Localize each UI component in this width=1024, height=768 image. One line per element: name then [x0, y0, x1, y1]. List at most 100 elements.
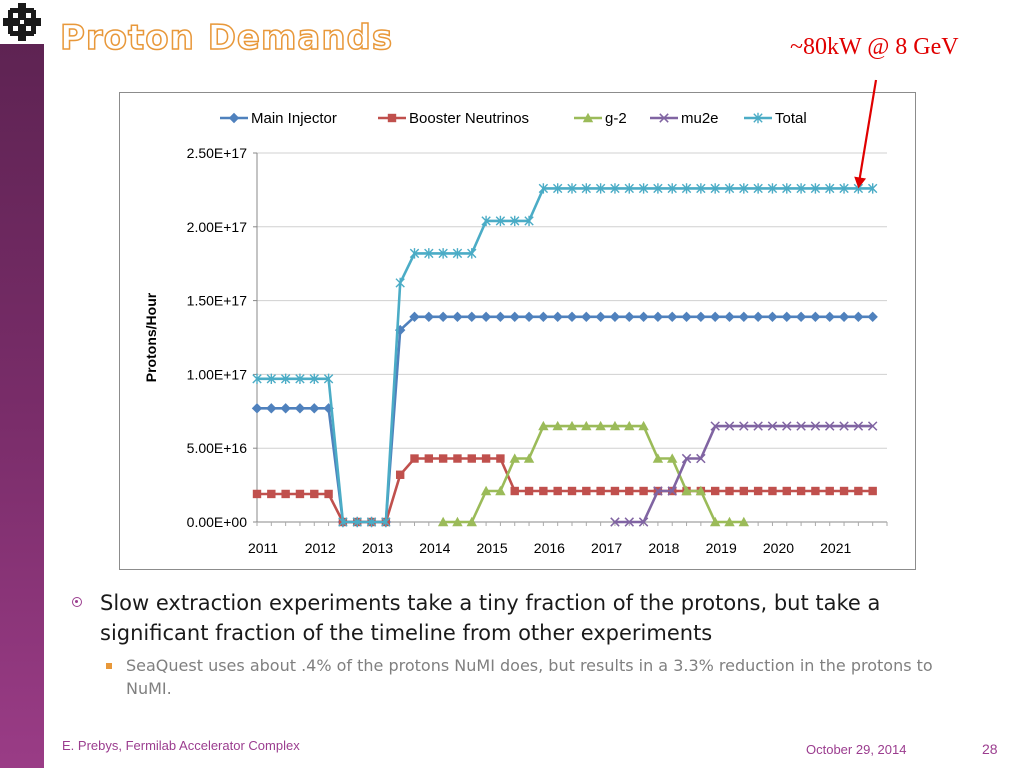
- data-point: [625, 486, 634, 496]
- data-point: [252, 489, 262, 499]
- data-point: [266, 403, 277, 414]
- data-point: [696, 453, 706, 464]
- data-point: [782, 486, 791, 496]
- data-point: [638, 183, 649, 194]
- data-point: [868, 486, 877, 496]
- data-point: [581, 183, 592, 194]
- data-point: [523, 311, 535, 323]
- data-point: [309, 373, 319, 385]
- data-point: [480, 485, 492, 496]
- bullet-text: Slow extraction experiments take a tiny …: [100, 591, 881, 645]
- bullet-square-icon: [106, 663, 112, 669]
- data-point: [523, 453, 535, 463]
- data-point: [667, 486, 677, 496]
- data-point: [295, 489, 305, 499]
- data-point: [410, 454, 419, 463]
- data-point: [595, 183, 606, 194]
- data-point: [738, 311, 750, 323]
- footer-date: October 29, 2014: [806, 742, 907, 757]
- data-point: [538, 420, 549, 431]
- data-point: [681, 453, 692, 464]
- y-axis-label: Protons/Hour: [143, 292, 159, 382]
- legend-label: Booster Neutrinos: [409, 110, 529, 127]
- data-point: [810, 421, 821, 431]
- data-point: [782, 421, 792, 431]
- series-g-2: [437, 420, 750, 527]
- data-point: [753, 486, 763, 496]
- data-point: [610, 183, 620, 194]
- data-point: [738, 516, 750, 527]
- data-point: [638, 311, 649, 323]
- data-point: [839, 183, 849, 194]
- data-point: [251, 403, 263, 414]
- data-point: [438, 454, 448, 463]
- data-point: [467, 454, 476, 463]
- sub-bullet-item: SeaQuest uses about .4% of the protons N…: [100, 654, 982, 700]
- data-point: [824, 311, 835, 323]
- annotation-arrowhead: [854, 176, 867, 189]
- data-point: [609, 420, 621, 431]
- data-point: [509, 453, 520, 463]
- data-point: [524, 215, 534, 227]
- data-point: [538, 311, 549, 323]
- data-point: [582, 486, 591, 496]
- data-point: [409, 311, 420, 323]
- data-point: [567, 183, 577, 194]
- data-point: [767, 421, 778, 431]
- data-point: [280, 373, 291, 385]
- data-point: [495, 485, 506, 496]
- data-point: [795, 311, 807, 323]
- data-point: [567, 486, 577, 496]
- data-point: [496, 454, 505, 463]
- data-point: [294, 403, 306, 414]
- fermilab-logo-icon: [3, 3, 41, 41]
- data-point: [281, 489, 290, 499]
- data-point: [681, 183, 692, 194]
- data-point: [782, 183, 792, 194]
- data-point: [595, 420, 606, 431]
- data-point: [452, 516, 463, 527]
- data-point: [853, 311, 864, 323]
- data-point: [437, 311, 449, 323]
- data-point: [810, 183, 821, 194]
- data-point: [639, 486, 648, 496]
- data-point: [854, 486, 863, 496]
- bullet-circle-icon: [72, 597, 82, 607]
- data-point: [437, 516, 449, 527]
- data-point: [524, 486, 534, 496]
- y-tick-label: 2.00E+17: [187, 219, 248, 235]
- data-point: [867, 421, 878, 431]
- data-point: [796, 421, 806, 431]
- data-point: [624, 311, 635, 323]
- data-point: [481, 454, 491, 463]
- data-point: [681, 311, 692, 323]
- data-point: [753, 112, 763, 124]
- data-point: [810, 311, 821, 323]
- data-point: [710, 421, 720, 431]
- data-point: [466, 311, 477, 323]
- data-point: [552, 311, 563, 323]
- data-point: [581, 311, 592, 323]
- data-point: [295, 373, 305, 385]
- data-point: [767, 311, 778, 323]
- data-point: [538, 183, 549, 194]
- data-point: [867, 311, 878, 323]
- sub-bullet-text: SeaQuest uses about .4% of the protons N…: [126, 656, 933, 698]
- data-point: [495, 311, 506, 323]
- data-point: [695, 311, 707, 323]
- data-point: [395, 470, 405, 479]
- data-point: [352, 516, 362, 528]
- data-point: [824, 421, 835, 431]
- bullet-item: Slow extraction experiments take a tiny …: [72, 588, 982, 648]
- series-line: [443, 424, 744, 524]
- x-tick-label: 2020: [763, 540, 794, 556]
- y-tick-label: 5.00E+16: [187, 440, 248, 456]
- x-tick-label: 2015: [477, 540, 508, 556]
- data-point: [710, 183, 720, 194]
- data-point: [509, 311, 520, 323]
- data-point: [768, 486, 777, 496]
- data-point: [381, 516, 391, 528]
- data-point: [838, 311, 850, 323]
- x-tick-label: 2011: [248, 540, 278, 556]
- data-point: [709, 311, 721, 323]
